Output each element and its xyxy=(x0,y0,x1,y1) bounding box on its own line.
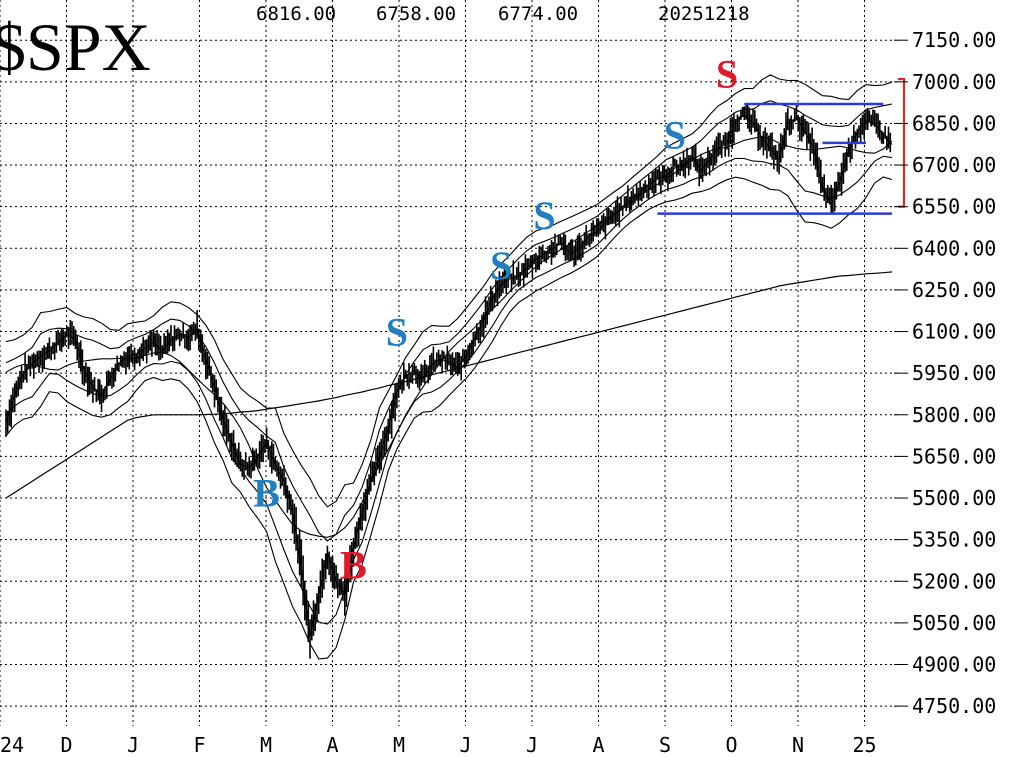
y-tick-label: 6850.00 xyxy=(912,111,996,135)
x-tick-label: 25 xyxy=(852,733,876,757)
signal-s: S xyxy=(716,51,738,96)
long-term-moving-average xyxy=(5,271,893,499)
range-bracket xyxy=(898,77,906,208)
chart-symbol: $SPX xyxy=(0,9,151,85)
signal-s: S xyxy=(533,193,555,238)
upper-band-inner xyxy=(5,100,893,542)
y-tick-label: 5800.00 xyxy=(912,403,996,427)
header-high: 6816.00 xyxy=(256,3,336,25)
x-tick-label: A xyxy=(592,733,604,757)
header-date: 20251218 xyxy=(658,3,750,25)
y-tick-label: 5500.00 xyxy=(912,486,996,510)
header-close: 6774.00 xyxy=(498,3,578,25)
envelope-bands xyxy=(5,74,893,660)
price-bars xyxy=(5,103,893,659)
trend-line-path xyxy=(5,271,893,499)
y-tick-label: 7150.00 xyxy=(912,28,996,52)
y-tick-label: 6700.00 xyxy=(912,153,996,177)
y-tick-label: 4900.00 xyxy=(912,653,996,677)
y-tick-label: 5650.00 xyxy=(912,444,996,468)
y-tick-label: 5350.00 xyxy=(912,528,996,552)
y-tick-label: 5050.00 xyxy=(912,611,996,635)
x-tick-label: J xyxy=(526,733,538,757)
price-close-line xyxy=(5,114,893,637)
x-tick-label: D xyxy=(60,733,72,757)
lower-band-inner xyxy=(5,155,893,625)
x-tick-label: O xyxy=(725,733,737,757)
x-tick-label: S xyxy=(659,733,671,757)
header-low: 6758.00 xyxy=(376,3,456,25)
signal-s: S xyxy=(490,243,512,288)
signal-s: S xyxy=(386,309,408,354)
signal-b: B xyxy=(340,542,367,587)
y-tick-label: 7000.00 xyxy=(912,70,996,94)
signal-s: S xyxy=(664,112,686,157)
x-tick-label: F xyxy=(193,733,205,757)
x-tick-label: J xyxy=(127,733,139,757)
y-tick-label: 6400.00 xyxy=(912,236,996,260)
x-tick-label: 24 xyxy=(0,733,24,757)
y-tick-label: 5950.00 xyxy=(912,361,996,385)
upper-band-outer xyxy=(5,74,893,508)
y-tick-label: 6250.00 xyxy=(912,278,996,302)
signal-b: B xyxy=(253,470,280,515)
x-tick-label: A xyxy=(326,733,338,757)
x-tick-label: M xyxy=(260,733,272,757)
y-tick-label: 5200.00 xyxy=(912,569,996,593)
x-tick-label: N xyxy=(792,733,804,757)
y-axis-labels: 7150.00 7000.00 6850.00 6700.00 6550.00 6400.… xyxy=(894,28,996,718)
x-tick-label: M xyxy=(393,733,405,757)
y-tick-label: 6100.00 xyxy=(912,320,996,344)
x-axis-labels: 24 D J F M A M J J A S O N 25 xyxy=(0,733,877,757)
middle-average xyxy=(5,136,893,538)
lower-band-outer xyxy=(5,176,893,660)
x-tick-label: J xyxy=(459,733,471,757)
y-tick-label: 6550.00 xyxy=(912,195,996,219)
y-tick-label: 4750.00 xyxy=(912,694,996,718)
